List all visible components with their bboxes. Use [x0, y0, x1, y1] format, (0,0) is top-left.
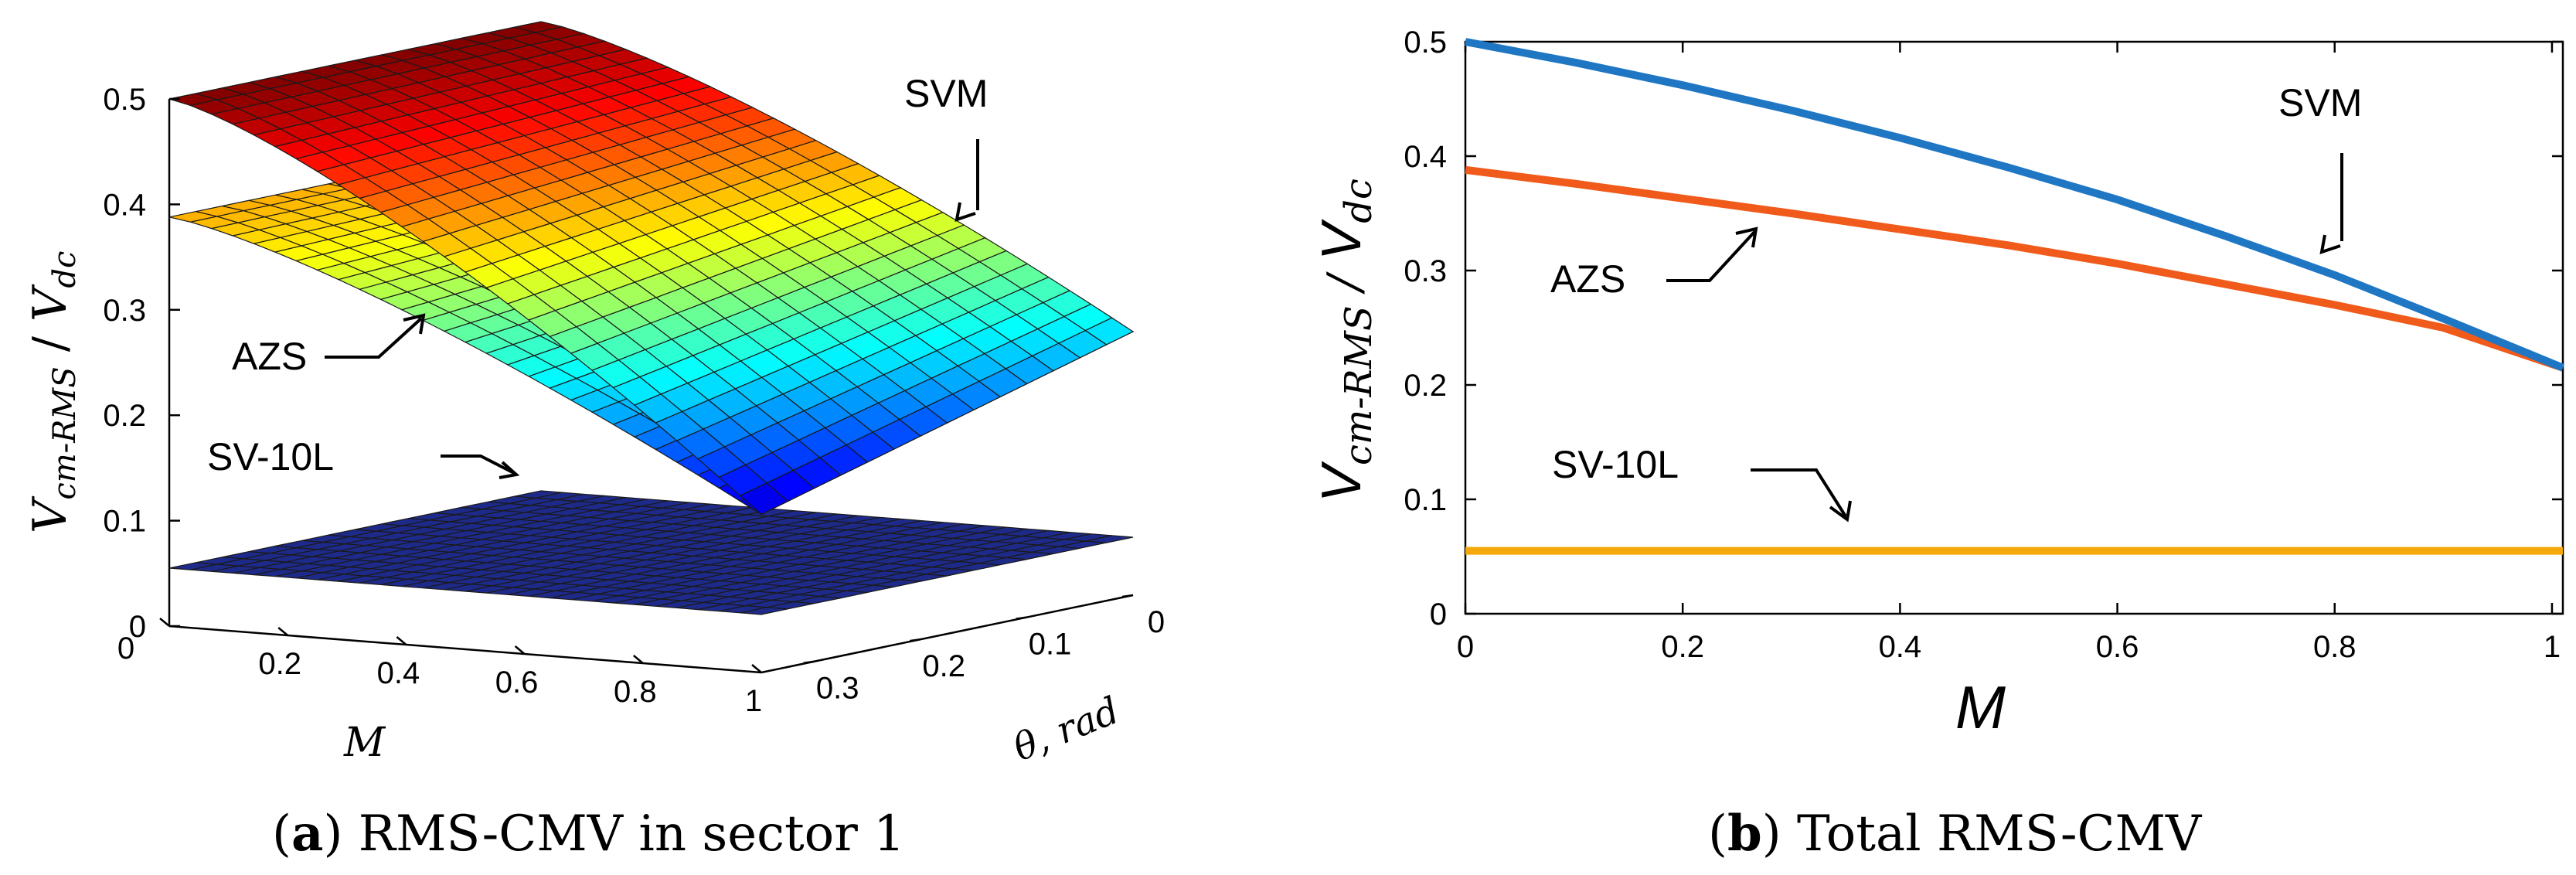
annotation-sv10l-b: SV-10L [1552, 443, 1679, 486]
z-tick-label: 0.4 [103, 188, 146, 222]
m-tick-mark [751, 664, 762, 673]
annotation-sv10l-a: SV-10L [207, 435, 334, 478]
m-tick-mark [159, 618, 170, 627]
m-tick-mark [396, 636, 407, 645]
theta-tick-label: 0.3 [816, 672, 859, 706]
m-tick-mark [632, 655, 644, 664]
m-tick-label: 0.8 [614, 675, 657, 709]
z-tick-label: 0.5 [103, 83, 146, 117]
annotation-azs-b: AZS [1550, 257, 1625, 301]
x-tick-label-b: 1 [2544, 630, 2561, 664]
theta-tick-mark [909, 638, 921, 642]
arrow-sv10l-b [1751, 468, 1847, 518]
y-tick-label-b: 0.1 [1404, 483, 1447, 517]
theta-tick-mark [1016, 616, 1027, 620]
y-tick-label-b: 0.2 [1404, 369, 1447, 403]
m-tick-label: 1 [745, 684, 762, 718]
m-tick-mark [277, 627, 289, 636]
x-tick-label-b: 0.6 [2096, 630, 2139, 664]
y-axis-ticks-b: 0 0.1 0.2 0.3 0.4 0.5 [1404, 26, 2563, 632]
arrowhead-azs-b [1735, 226, 1758, 248]
m-tick-label: 0.6 [495, 666, 539, 700]
arrowhead-svm-a [955, 202, 976, 222]
panel-b-line-plot: 0 0.2 0.4 0.6 0.8 1 0 0.1 0.2 0.3 0.4 0.5 Vcm-RMS … [1311, 26, 2564, 863]
m-axis-ticks: 0 0.2 0.4 0.6 0.8 1 [117, 618, 762, 718]
theta-tick-mark [1121, 594, 1134, 598]
theta-axis-ticks: 0 0.1 0.2 0.3 [803, 594, 1165, 706]
z-axis-ticks: 0 0.1 0.2 0.3 0.4 0.5 [103, 83, 180, 644]
y-axis-label-b: Vcm-RMS / Vdc [1311, 179, 1380, 502]
surface-svm [168, 21, 1135, 516]
arrow-azs-a [325, 317, 423, 359]
annotation-azs-a: AZS [232, 335, 307, 378]
theta-axis-label: θ, rad [1008, 689, 1125, 770]
caption-a: (a) RMS-CMV in sector 1 [272, 805, 905, 863]
y-tick-label-b: 0.5 [1404, 26, 1447, 60]
x-tick-label-b: 0.8 [2313, 630, 2357, 664]
arrowhead-sv10l-a [499, 461, 520, 479]
surface-sv10l [168, 490, 1134, 615]
y-tick-label-b: 0.4 [1404, 140, 1447, 174]
caption-b: (b) Total RMS-CMV [1708, 805, 2203, 863]
theta-axis-line [761, 594, 1134, 674]
series-line-azs [1465, 165, 2564, 372]
m-tick-label: 0.2 [258, 647, 301, 681]
x-axis-ticks-b: 0 0.2 0.4 0.6 0.8 1 [1457, 42, 2561, 664]
plot-frame-b [1464, 40, 2564, 615]
x-tick-label-b: 0 [1457, 630, 1474, 664]
series-line-svm [1465, 38, 2564, 372]
m-axis-label-a: M [343, 720, 386, 766]
surface-cell-svm [514, 21, 563, 33]
z-tick-label: 0.3 [103, 294, 146, 328]
x-tick-label-b: 0.2 [1661, 630, 1704, 664]
m-tick-mark [514, 645, 526, 655]
z-tick-label: 0.1 [103, 505, 146, 539]
arrowhead-azs-a [403, 313, 426, 335]
arrowhead-sv10l-b [1829, 500, 1852, 523]
series-lines-b [1465, 38, 2564, 555]
arrow-azs-b [1666, 230, 1756, 282]
m-axis-line [168, 625, 762, 674]
y-tick-label-b: 0.3 [1404, 254, 1447, 288]
theta-tick-label: 0.2 [922, 649, 965, 683]
surface-cell-sv10l [514, 490, 563, 499]
m-tick-label: 0 [117, 632, 134, 666]
z-tick-label: 0.2 [103, 399, 146, 433]
theta-tick-mark [803, 660, 815, 664]
arrow-sv10l-a [441, 455, 515, 475]
theta-tick-label: 0 [1148, 605, 1165, 639]
panel-a-surface-plot: 00.10.20.30.40.5 0 0.2 0.4 0.6 0.8 1 00.10.20… [23, 21, 1165, 863]
y-tick-label-b: 0 [1430, 598, 1447, 632]
annotation-svm-b: SVM [2278, 81, 2362, 124]
x-axis-label-b: M [1955, 673, 2006, 741]
y-axis-label-a: Vcm-RMS / Vdc [23, 251, 83, 533]
arrowhead-svm-b [2319, 234, 2341, 254]
m-tick-label: 0.4 [377, 656, 420, 690]
z-tick-label: 0 [129, 610, 146, 644]
theta-tick-label: 0.1 [1029, 628, 1072, 662]
x-tick-label-b: 0.4 [1879, 630, 1922, 664]
annotation-svm-a: SVM [904, 72, 988, 115]
